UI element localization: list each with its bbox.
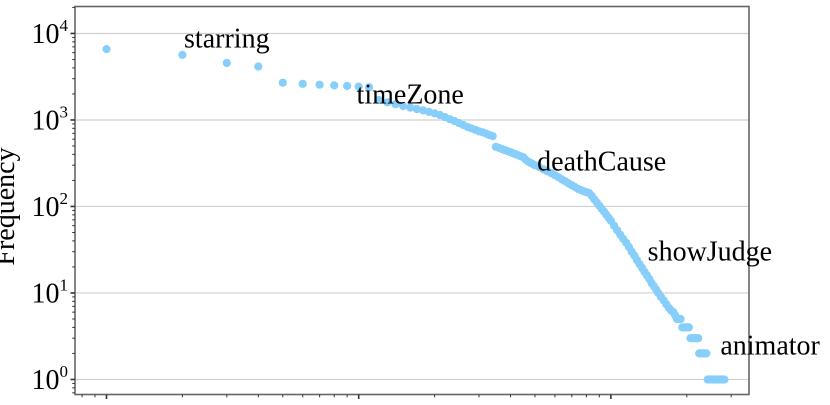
data-point [406,103,415,112]
data-point [702,349,711,358]
data-point [383,98,392,107]
data-point [254,62,263,71]
data-point [676,314,685,324]
data-point [365,83,374,92]
data-point [694,334,703,343]
annotation-animator: animator [720,331,820,362]
data-point [354,82,363,91]
annotation-timezone: timeZone [357,79,464,110]
data-point [298,79,307,88]
plot-frame [74,5,750,396]
data-point [102,45,111,54]
data-point [315,80,324,89]
data-point [330,81,339,90]
data-point [222,58,231,68]
y-tick-label: 103 [32,102,69,136]
data-point [720,375,729,384]
y-tick-label: 104 [32,16,69,50]
y-axis-title: Frequency [0,147,21,265]
data-point [278,78,287,87]
y-tick-label: 101 [32,275,69,309]
data-point [391,100,400,109]
data-point [374,95,383,105]
data-point [684,323,694,332]
y-tick-label: 100 [32,362,69,396]
data-point [399,101,408,111]
data-point [343,81,352,91]
annotation-showjudge: showJudge [648,237,772,268]
y-tick-label: 102 [32,189,69,223]
data-point [178,50,187,60]
data-point [412,104,421,114]
annotation-starring: starring [184,23,270,54]
data-point [488,132,497,141]
annotation-deathcause: deathCause [537,147,666,178]
